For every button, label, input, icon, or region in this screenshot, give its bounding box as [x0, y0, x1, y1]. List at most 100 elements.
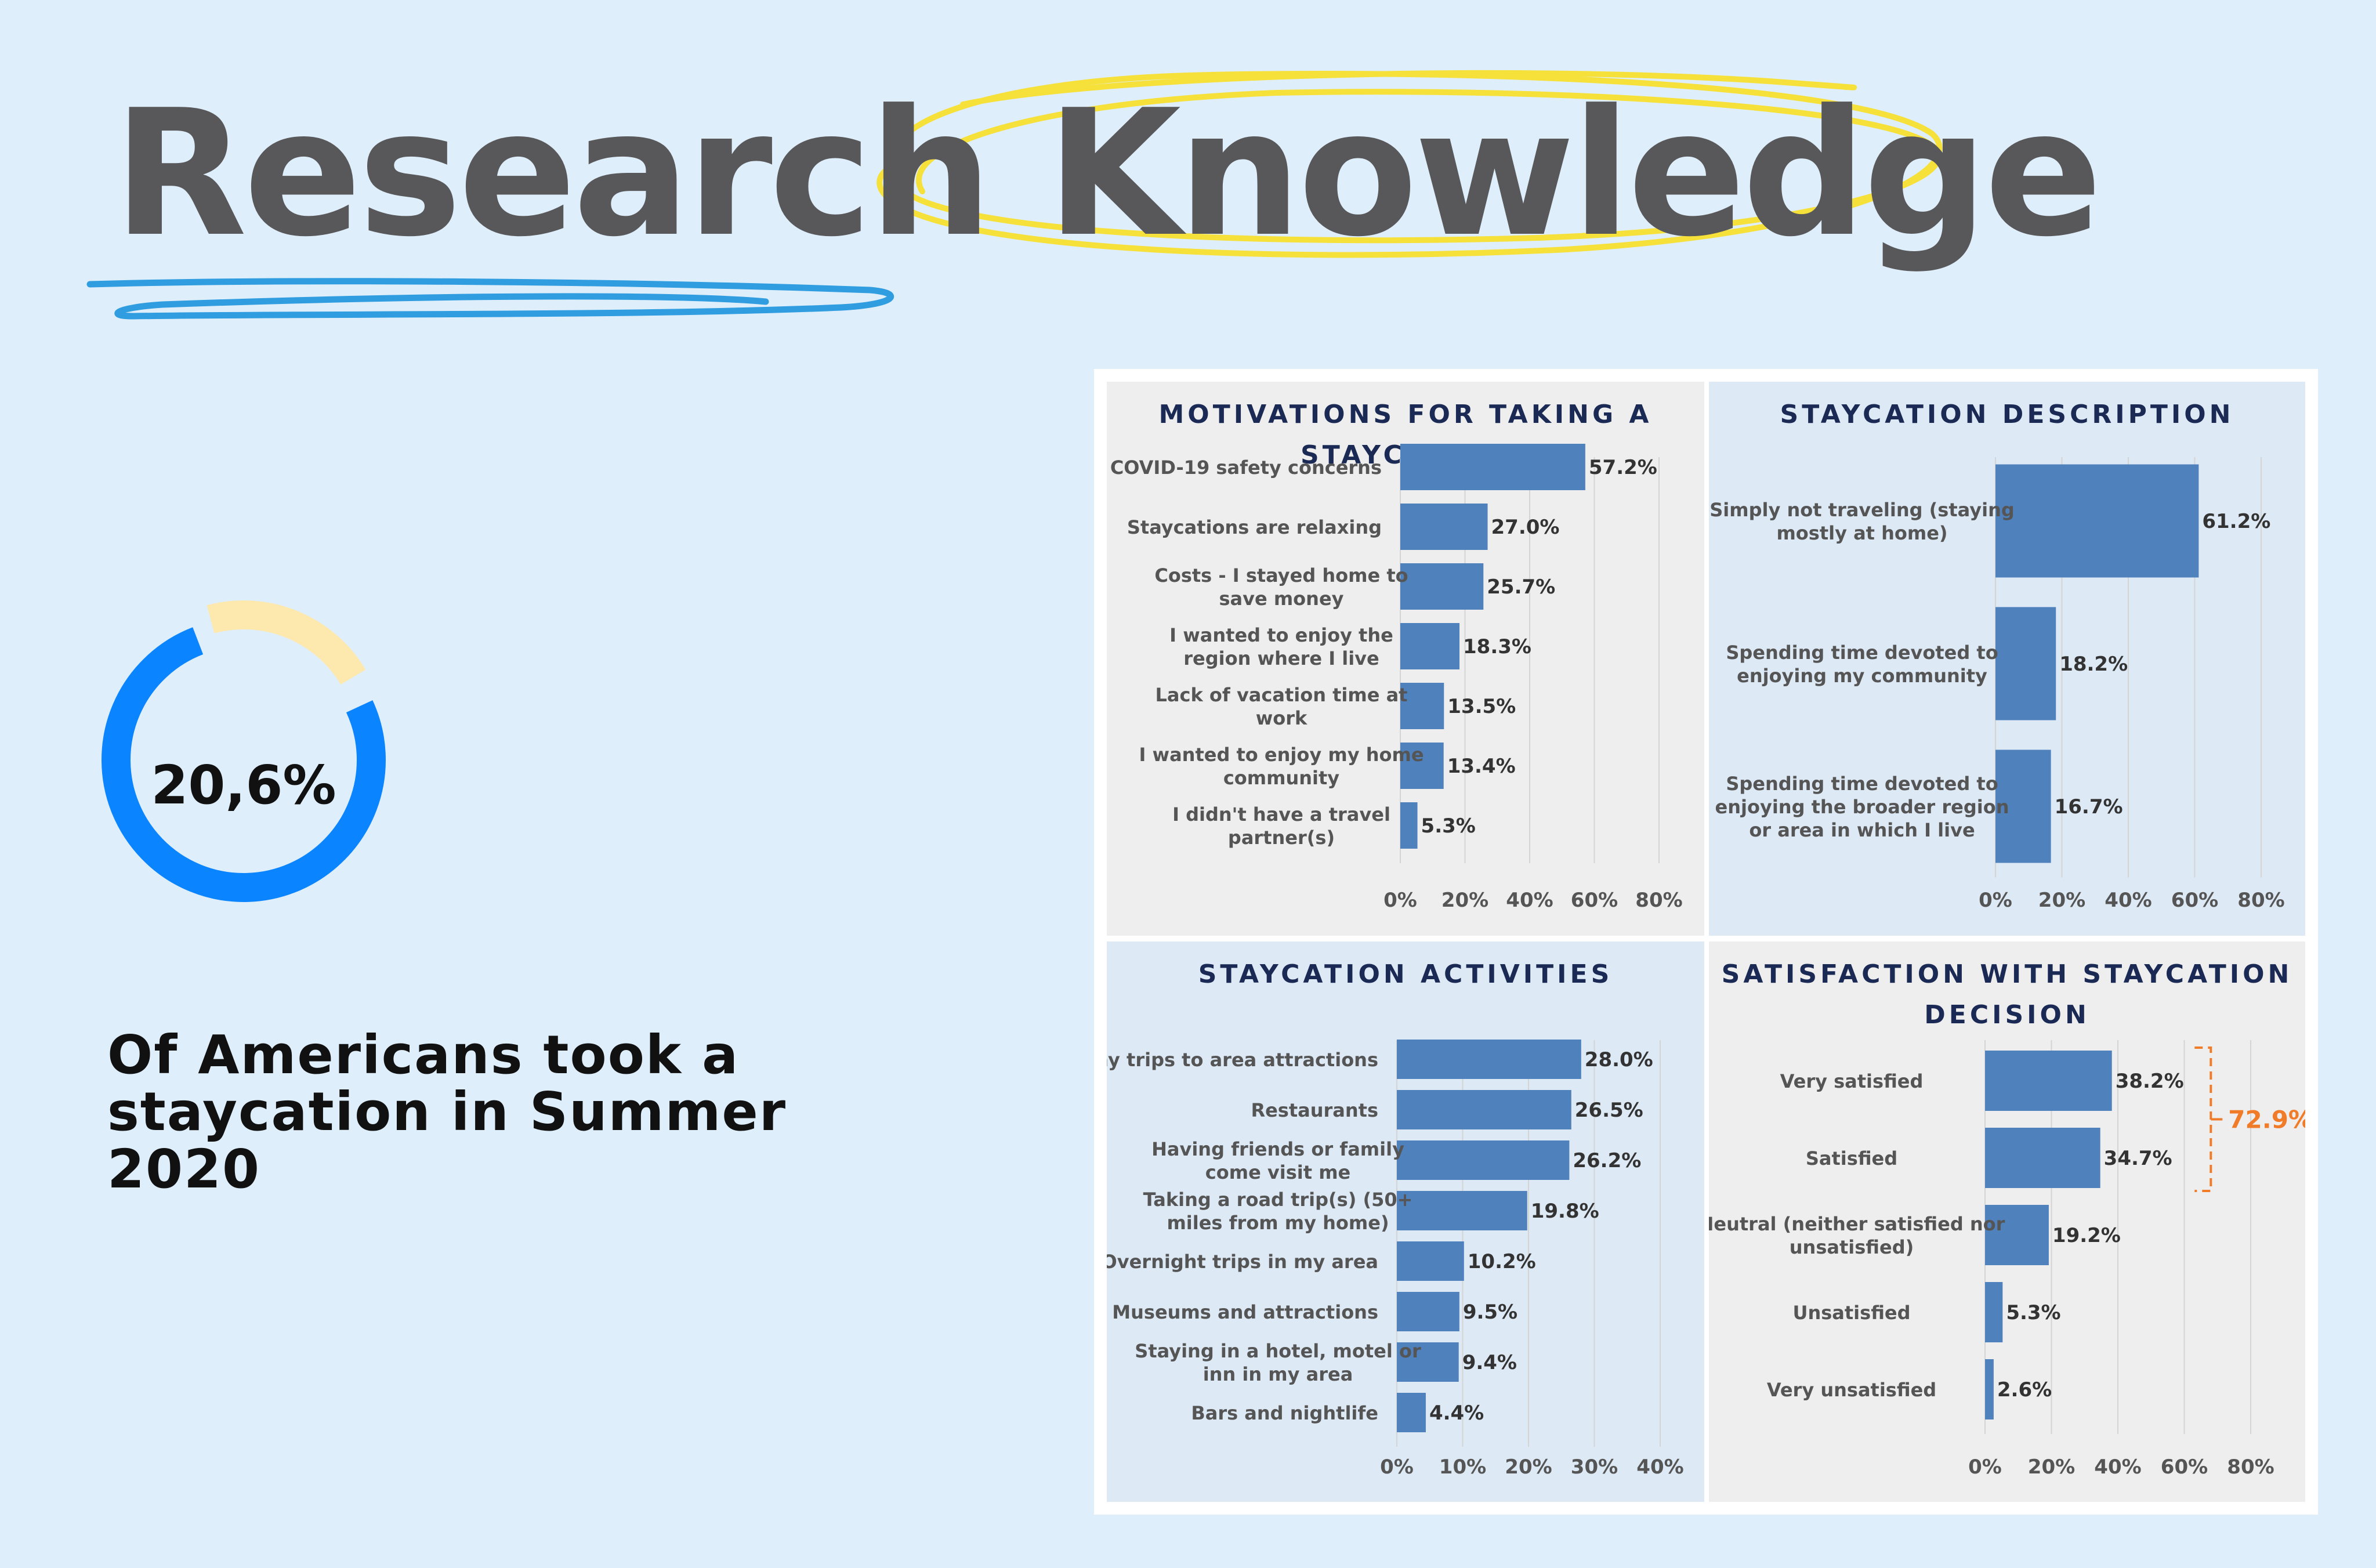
x-tick-label: 60% [1571, 889, 1618, 912]
bar [1400, 444, 1585, 490]
data-label: 13.4% [1447, 755, 1516, 778]
panel-description: STAYCATION DESCRIPTION 0% 20% 40% 60% 80% 61.2… [1709, 382, 2305, 936]
data-label: 5.3% [2006, 1301, 2060, 1324]
category-label: Lack of vacation time at work [1156, 684, 1408, 729]
bar [1400, 683, 1444, 729]
x-tick-label: 30% [1571, 1455, 1618, 1479]
x-tick-label: 10% [1439, 1455, 1486, 1479]
annotation-label: 72.9% [2228, 1106, 2305, 1134]
data-label: 26.2% [1573, 1149, 1641, 1172]
panel-motivations: MOTIVATIONS FOR TAKING A STAYCATION0%20%… [1107, 382, 1704, 936]
bar [1985, 1051, 2112, 1111]
category-label: Unsatisfied [1792, 1302, 1910, 1324]
data-label: 38.2% [2116, 1070, 2184, 1093]
category-label: Having friends or family come visit me [1151, 1138, 1404, 1183]
bar [1995, 607, 2056, 720]
bar-chart: 0% 10% 20% 30% 40% 28.0% Day trips to area att… [1107, 1040, 1684, 1479]
bar [1397, 1090, 1571, 1129]
bar [1995, 464, 2199, 578]
category-label: I wanted to enjoy my home community [1139, 744, 1424, 789]
x-tick-label: 20% [2028, 1455, 2075, 1479]
chart-title: STAYCATION DESCRIPTION [1780, 400, 2234, 429]
decorative-strokes [86, 70, 1943, 320]
x-tick-label: 20% [1441, 889, 1488, 912]
x-tick-label: 80% [2237, 889, 2284, 912]
underline-scribble [86, 278, 894, 320]
bar [1397, 1241, 1464, 1281]
x-tick-label: 20% [2038, 889, 2085, 912]
data-label: 9.5% [1463, 1301, 1517, 1324]
panel-satisfaction: SATISFACTION WITH STAYCATION DECISION 0% 20… [1709, 941, 2305, 1502]
data-label: 4.4% [1429, 1402, 1484, 1425]
bar-chart: 0% 20% 40% 60% 80% 38.2% Very satisfied 34.7% Sa… [1709, 1040, 2305, 1479]
data-label: 57.2% [1589, 456, 1657, 479]
category-label: Very satisfied [1780, 1070, 1924, 1092]
bar [1985, 1359, 1994, 1419]
category-label: Taking a road trip(s) (50+ miles from my … [1143, 1189, 1413, 1234]
x-tick-label: 60% [2171, 889, 2218, 912]
data-label: 5.3% [1421, 814, 1476, 838]
x-tick-label: 0% [1383, 889, 1417, 912]
charts-frame: MOTIVATIONS FOR TAKING A STAYCATION0%20%… [1094, 369, 2318, 1515]
category-label: I didn't have a travel partner(s) [1172, 803, 1390, 849]
data-label: 19.8% [1531, 1200, 1599, 1223]
bar [1400, 743, 1444, 789]
data-label: 2.6% [1997, 1378, 2052, 1402]
data-label: 25.7% [1487, 575, 1555, 599]
x-tick-label: 0% [1968, 1455, 2002, 1479]
category-label: Satisfied [1806, 1147, 1897, 1169]
data-label: 13.5% [1447, 695, 1516, 718]
category-label: Bars and nightlife [1191, 1402, 1378, 1424]
chart-title: DECISION [1924, 1000, 2090, 1030]
donut-highlight-segment [207, 600, 366, 685]
data-label: 19.2% [2052, 1224, 2121, 1247]
x-tick-label: 80% [1635, 889, 1682, 912]
bar [1397, 1191, 1527, 1230]
page-title: Research Knowledge [113, 73, 2102, 275]
chart-title: STAYCATION ACTIVITIES [1198, 959, 1613, 989]
bar [1397, 1040, 1581, 1079]
panel-activities: STAYCATION ACTIVITIES 0% 10% 20% 30% 40% 28.0%… [1107, 941, 1704, 1502]
category-label: Staying in a hotel, motel or inn in my ar… [1135, 1340, 1421, 1385]
bar [1985, 1205, 2049, 1265]
x-tick-label: 40% [1506, 889, 1553, 912]
bar [1397, 1140, 1570, 1180]
bar-chart: 0% 20% 40% 60% 80% 57.2% COVID-19 safety conce… [1110, 444, 1683, 912]
data-label: 18.2% [2059, 653, 2128, 676]
x-tick-label: 40% [1636, 1455, 1683, 1479]
bar [1985, 1282, 2003, 1342]
category-label: I wanted to enjoy the region where I live [1169, 624, 1393, 669]
x-tick-label: 80% [2227, 1455, 2274, 1479]
category-label: Restaurants [1251, 1099, 1378, 1121]
data-label: 9.4% [1462, 1351, 1517, 1374]
x-tick-label: 0% [1380, 1455, 1414, 1479]
bar [1397, 1292, 1459, 1331]
bar-chart: 0% 20% 40% 60% 80% 61.2% Simply not traveling … [1709, 457, 2285, 912]
bar [1985, 1128, 2100, 1188]
category-label: Very unsatisfied [1767, 1379, 1936, 1401]
data-label: 18.3% [1463, 635, 1531, 658]
category-label: Overnight trips in my area [1107, 1251, 1378, 1273]
x-tick-label: 60% [2161, 1455, 2208, 1479]
category-label: Simply not traveling (staying mostly at h… [1709, 499, 2015, 544]
annotation-bracket [2194, 1046, 2212, 1192]
category-label: Staycations are relaxing [1127, 516, 1382, 538]
x-tick-label: 40% [2094, 1455, 2141, 1479]
chart-title: SATISFACTION WITH STAYCATION [1721, 959, 2293, 989]
x-tick-label: 0% [1979, 889, 2012, 912]
bar [1995, 749, 2051, 863]
category-label: Neutral (neither satisfied nor unsatisfie… [1709, 1213, 2005, 1258]
data-label: 16.7% [2055, 795, 2123, 819]
highlight-circle [876, 70, 1943, 258]
data-label: 10.2% [1468, 1250, 1536, 1273]
bar [1400, 802, 1418, 849]
donut-remainder-segment [102, 627, 386, 902]
data-label: 27.0% [1491, 516, 1560, 539]
donut-percent-label: 20,6% [151, 754, 336, 816]
donut-chart [102, 600, 386, 902]
category-label: COVID-19 safety concerns [1110, 457, 1382, 479]
x-tick-label: 20% [1505, 1455, 1552, 1479]
data-label: 61.2% [2202, 510, 2270, 533]
x-tick-label: 40% [2105, 889, 2152, 912]
bar [1400, 623, 1460, 669]
